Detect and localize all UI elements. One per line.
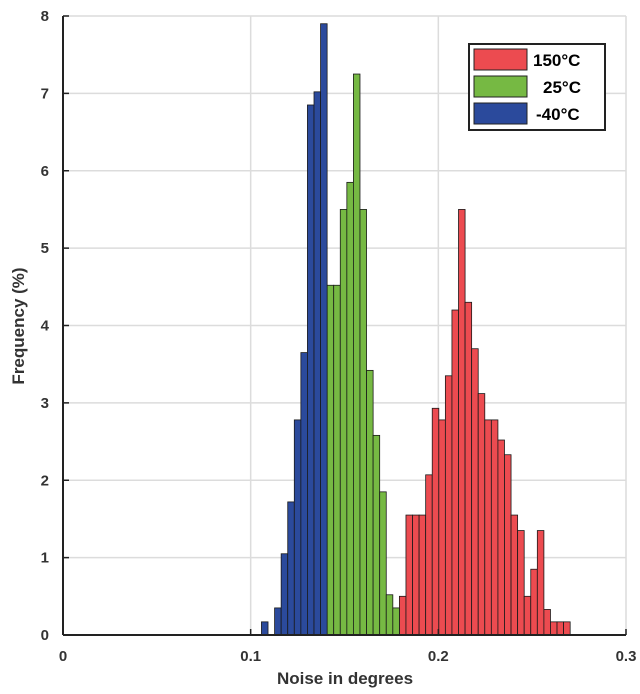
legend-label-25c: 25°C — [543, 78, 581, 97]
histogram-bar — [379, 491, 387, 636]
y-tick-label: 1 — [41, 550, 49, 567]
histogram-bar — [346, 181, 354, 636]
histogram-bar — [339, 209, 348, 636]
y-tick-labels: 0 1 2 3 4 5 6 7 8 — [41, 8, 69, 644]
histogram-bar — [320, 23, 328, 636]
histogram-bar — [261, 621, 269, 636]
y-tick-label: 5 — [41, 240, 49, 257]
histogram-bar — [563, 621, 571, 636]
legend-swatch-minus40c — [473, 102, 528, 125]
histogram-bar — [458, 209, 466, 636]
legend-item-150c: 150°C — [473, 48, 580, 71]
x-tick-label: 0.2 — [428, 648, 449, 665]
x-tick-labels: 0 0.1 0.2 0.3 — [59, 629, 637, 665]
y-tick-label: 8 — [41, 8, 49, 25]
histogram-bar — [484, 419, 492, 636]
legend-swatch-150c — [473, 48, 528, 71]
histogram-bar — [490, 419, 499, 636]
legend-label-150c: 150°C — [533, 51, 580, 70]
y-tick-label: 2 — [41, 472, 49, 489]
histogram-bar — [523, 595, 532, 636]
histogram-bar — [359, 209, 367, 636]
histogram-bar — [477, 393, 486, 636]
legend: 150°C 25°C -40°C — [468, 43, 606, 131]
legend-label-minus40c: -40°C — [536, 105, 580, 124]
histogram-bar — [353, 73, 361, 636]
x-tick-label: 0.3 — [616, 648, 637, 665]
histogram-bar — [438, 419, 446, 636]
histogram-bar — [398, 595, 407, 636]
histogram-bar — [425, 474, 433, 636]
histogram-bar — [451, 309, 459, 636]
legend-item-minus40c: -40°C — [473, 102, 580, 125]
y-tick-label: 6 — [41, 163, 49, 180]
histogram-bar — [536, 530, 545, 636]
y-tick-label: 7 — [41, 85, 49, 102]
histogram-bar — [392, 607, 400, 636]
histogram-bar — [274, 607, 282, 636]
histogram-bar — [293, 419, 302, 636]
histogram-bar — [530, 568, 538, 636]
x-tick-label: 0.1 — [240, 648, 261, 665]
histogram-bar — [372, 434, 381, 636]
y-axis-title: Frequency (%) — [9, 267, 28, 384]
histogram-bar — [431, 407, 440, 636]
histogram-bar — [287, 501, 295, 636]
histogram-bar — [510, 514, 519, 636]
histogram-bar — [517, 530, 525, 636]
histogram-bar — [556, 621, 565, 636]
histogram-bar — [326, 284, 335, 636]
series-2-bars — [261, 23, 328, 636]
histogram-bar — [444, 375, 453, 636]
histogram-bars — [261, 23, 571, 636]
histogram-bar — [471, 348, 479, 636]
histogram-bar — [412, 514, 420, 636]
histogram-bar — [385, 594, 394, 636]
histogram-bar — [418, 514, 427, 636]
histogram-bar — [464, 301, 473, 636]
histogram-bar — [307, 104, 315, 636]
histogram-bar — [504, 454, 512, 636]
histogram-bar — [333, 284, 341, 636]
x-axis-title: Noise in degrees — [277, 669, 413, 688]
legend-swatch-25c — [473, 75, 528, 98]
y-tick-label: 0 — [41, 627, 49, 644]
histogram-bar — [497, 439, 505, 636]
histogram-bar — [280, 553, 289, 636]
y-tick-label: 4 — [41, 318, 50, 335]
x-tick-label: 0 — [59, 648, 67, 665]
histogram-bar — [405, 514, 413, 636]
legend-item-25c: 25°C — [473, 75, 581, 98]
histogram-bar — [300, 352, 308, 636]
histogram-bar — [313, 91, 321, 636]
histogram-bar — [543, 609, 551, 636]
histogram-bar — [366, 369, 374, 636]
y-tick-label: 3 — [41, 395, 49, 412]
histogram-bar — [550, 621, 558, 636]
